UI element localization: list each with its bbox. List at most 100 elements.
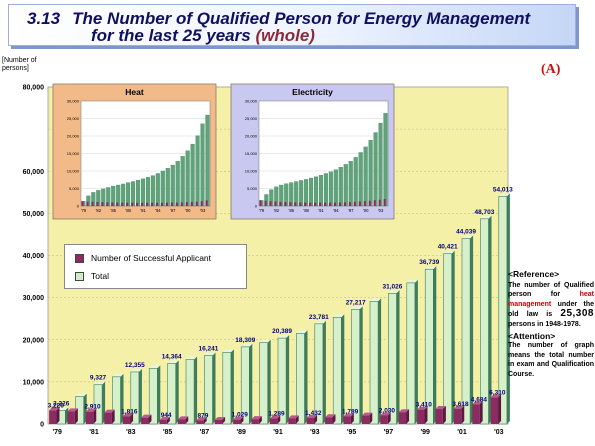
electricity-inset-total-bar bbox=[309, 177, 314, 207]
successful-bar bbox=[306, 417, 315, 424]
title-highlight: (whole) bbox=[255, 26, 315, 45]
successful-bar-top bbox=[251, 416, 262, 420]
total-bar-top bbox=[351, 306, 363, 310]
total-bar-top bbox=[75, 393, 87, 397]
reference-text-c: persons in 1948-1978. bbox=[508, 320, 581, 328]
electricity-inset-total-bar bbox=[304, 179, 309, 207]
total-bar-top bbox=[333, 314, 345, 318]
successful-bar bbox=[122, 416, 131, 424]
heat-inset-successful-bar bbox=[145, 202, 149, 206]
successful-bar-top bbox=[49, 407, 60, 411]
total-bar bbox=[406, 282, 416, 425]
heat-inset-successful-bar bbox=[155, 202, 159, 206]
successful-bar-side bbox=[56, 407, 60, 424]
successful-bar-side bbox=[461, 405, 465, 424]
successful-bar bbox=[380, 415, 388, 424]
successful-bar-top bbox=[104, 409, 115, 413]
heat-inset-total-bar bbox=[160, 170, 165, 207]
total-bar-top bbox=[406, 279, 418, 283]
successful-bar-top bbox=[325, 414, 336, 418]
heat-inset-successful-bar bbox=[91, 201, 94, 206]
electricity-inset-total-bar bbox=[318, 175, 324, 207]
heat-inset-x-tick: '79 bbox=[81, 208, 87, 213]
total-bar bbox=[314, 323, 324, 425]
electricity-inset-y-tick: 15,000 bbox=[245, 151, 258, 156]
successful-bar bbox=[288, 418, 296, 424]
successful-data-label: 2,910 bbox=[84, 404, 101, 411]
electricity-inset-x-tick: '94 bbox=[333, 208, 339, 213]
electricity-inset-total-bar bbox=[348, 161, 353, 207]
successful-bar-side bbox=[314, 414, 318, 424]
total-bar-side bbox=[396, 290, 400, 424]
total-bar-top bbox=[130, 368, 142, 372]
successful-bar-side bbox=[166, 417, 170, 424]
total-bar-top bbox=[94, 381, 106, 385]
reference-heading: <Reference> bbox=[508, 269, 560, 279]
total-bar bbox=[185, 359, 195, 425]
heat-inset-title: Heat bbox=[125, 87, 144, 97]
successful-data-label: 3,618 bbox=[452, 401, 469, 408]
total-data-label: 27,217 bbox=[346, 299, 366, 306]
title-line-2: for the last 25 years (whole) bbox=[91, 26, 315, 46]
legend-item-successful: Number of Successful Applicant bbox=[75, 253, 211, 263]
total-bar-side bbox=[433, 266, 437, 424]
successful-bar bbox=[453, 408, 462, 424]
successful-data-label: 1,789 bbox=[342, 408, 359, 415]
successful-bar-side bbox=[222, 416, 226, 424]
total-bar-top bbox=[204, 352, 216, 356]
total-data-label: 9,327 bbox=[90, 375, 107, 382]
electricity-inset-successful-bar bbox=[294, 202, 297, 206]
successful-bar bbox=[435, 409, 443, 424]
electricity-inset-x-tick: '88 bbox=[303, 208, 309, 213]
reference-number: 25,308 bbox=[560, 308, 594, 320]
total-bar-top bbox=[167, 360, 179, 364]
heat-inset-successful-bar bbox=[101, 202, 104, 206]
total-bar-side bbox=[138, 368, 142, 424]
total-bar bbox=[112, 376, 121, 425]
successful-bar bbox=[398, 412, 407, 424]
electricity-inset-successful-bar bbox=[338, 202, 342, 206]
total-bar bbox=[296, 333, 305, 425]
x-tick-label: '01 bbox=[457, 429, 467, 436]
total-bar-side bbox=[322, 320, 326, 424]
electricity-inset-total-bar bbox=[313, 176, 319, 207]
successful-bar bbox=[251, 419, 259, 424]
successful-bar-top bbox=[398, 409, 410, 413]
heat-inset-total-bar bbox=[185, 150, 190, 207]
electricity-inset-x-tick: '82 bbox=[274, 208, 280, 213]
electricity-inset-total-bar bbox=[383, 113, 388, 207]
successful-bar-side bbox=[148, 414, 152, 424]
total-bar bbox=[222, 352, 232, 425]
heat-inset-total-bar bbox=[155, 173, 160, 207]
successful-data-label: 6,310 bbox=[489, 389, 506, 396]
successful-bar bbox=[361, 415, 370, 424]
heat-inset-successful-bar bbox=[116, 202, 119, 206]
heat-inset-successful-bar bbox=[170, 202, 173, 206]
successful-bar-side bbox=[130, 413, 134, 424]
total-bar bbox=[204, 355, 213, 425]
electricity-inset-total-bar bbox=[299, 180, 304, 207]
inset-charts-layer: Heat 30,000 25,000 20,000 15,000 10,000 5,000 0… bbox=[52, 83, 395, 220]
electricity-inset-successful-bar bbox=[368, 200, 371, 206]
successful-data-label: 1,432 bbox=[305, 410, 322, 417]
heat-inset-total-bar bbox=[140, 178, 146, 207]
total-bar bbox=[388, 293, 397, 425]
heat-inset-successful-bar bbox=[150, 202, 154, 206]
electricity-inset-successful-bar bbox=[319, 202, 322, 206]
successful-bar bbox=[490, 397, 499, 424]
heat-inset-successful-bar bbox=[126, 202, 129, 206]
successful-data-label: 1,816 bbox=[121, 408, 138, 415]
y-tick-label: 20,000 bbox=[23, 337, 45, 344]
y-tick-label: 60,000 bbox=[23, 169, 45, 176]
successful-bar-top bbox=[159, 417, 170, 421]
successful-bar-side bbox=[185, 416, 189, 424]
x-tick-label: '99 bbox=[420, 429, 430, 436]
total-bar bbox=[240, 346, 250, 425]
electricity-inset-successful-bar bbox=[323, 202, 327, 206]
attention-text: The number of graph means the total numb… bbox=[508, 342, 594, 378]
successful-bar bbox=[214, 419, 223, 424]
heat-inset-successful-bar bbox=[180, 202, 183, 206]
legend: Number of Successful Applicant Total bbox=[64, 244, 247, 289]
electricity-inset-total-bar bbox=[323, 173, 328, 207]
successful-bar bbox=[233, 419, 241, 424]
